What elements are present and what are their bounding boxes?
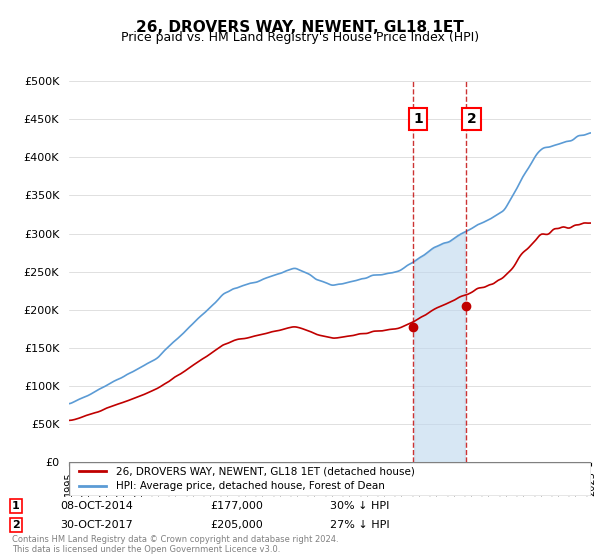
FancyBboxPatch shape <box>69 462 591 496</box>
Text: 1: 1 <box>413 113 423 127</box>
Text: 30% ↓ HPI: 30% ↓ HPI <box>330 501 389 511</box>
Text: £177,000: £177,000 <box>210 501 263 511</box>
Text: 08-OCT-2014: 08-OCT-2014 <box>60 501 133 511</box>
Text: Price paid vs. HM Land Registry's House Price Index (HPI): Price paid vs. HM Land Registry's House … <box>121 31 479 44</box>
Text: 27% ↓ HPI: 27% ↓ HPI <box>330 520 389 530</box>
Text: £205,000: £205,000 <box>210 520 263 530</box>
Text: 2: 2 <box>12 520 20 530</box>
Text: 26, DROVERS WAY, NEWENT, GL18 1ET (detached house): 26, DROVERS WAY, NEWENT, GL18 1ET (detac… <box>116 466 415 477</box>
Text: Contains HM Land Registry data © Crown copyright and database right 2024.
This d: Contains HM Land Registry data © Crown c… <box>12 535 338 554</box>
Text: HPI: Average price, detached house, Forest of Dean: HPI: Average price, detached house, Fore… <box>116 481 385 491</box>
Text: 1: 1 <box>12 501 20 511</box>
Text: 26, DROVERS WAY, NEWENT, GL18 1ET: 26, DROVERS WAY, NEWENT, GL18 1ET <box>136 20 464 35</box>
Text: 30-OCT-2017: 30-OCT-2017 <box>60 520 133 530</box>
Text: 2: 2 <box>467 113 476 127</box>
